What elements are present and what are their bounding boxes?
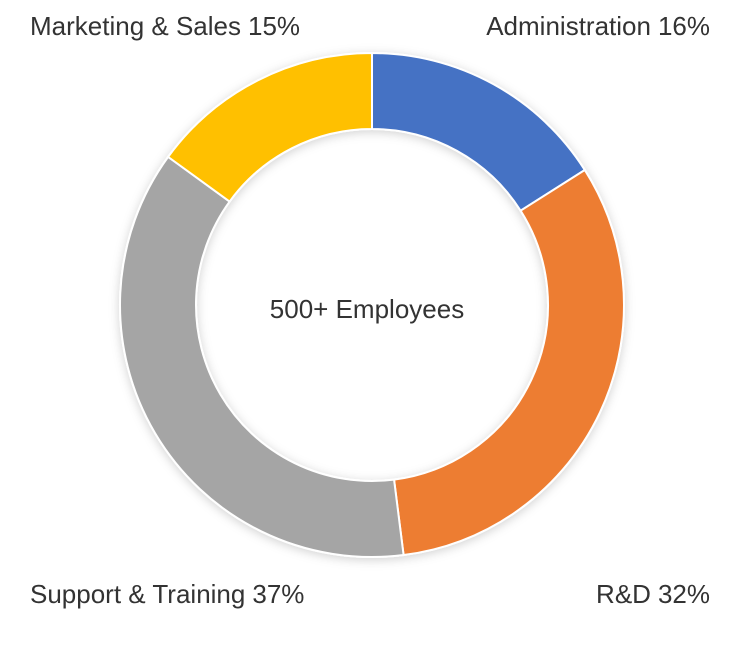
center-label: 500+ Employees xyxy=(270,294,464,324)
percent-label: 16% xyxy=(658,11,710,41)
segment-label: Support & Training 37% xyxy=(30,579,304,609)
donut-segment xyxy=(392,168,625,557)
category-name: Support & Training xyxy=(30,579,245,609)
percent-label: 37% xyxy=(252,579,304,609)
percent-label: 32% xyxy=(658,579,710,609)
donut-segment xyxy=(371,51,587,213)
category-name: Marketing & Sales xyxy=(30,11,241,41)
donut-segment xyxy=(119,155,405,558)
percent-label: 15% xyxy=(248,11,300,41)
segment-label: Administration 16% xyxy=(486,11,710,41)
donut xyxy=(119,51,625,558)
segment-label: Marketing & Sales 15% xyxy=(30,11,300,41)
category-name: R&D xyxy=(596,579,651,609)
donut-segment xyxy=(166,51,373,203)
segment-label: R&D 32% xyxy=(596,579,710,609)
category-name: Administration xyxy=(486,11,651,41)
